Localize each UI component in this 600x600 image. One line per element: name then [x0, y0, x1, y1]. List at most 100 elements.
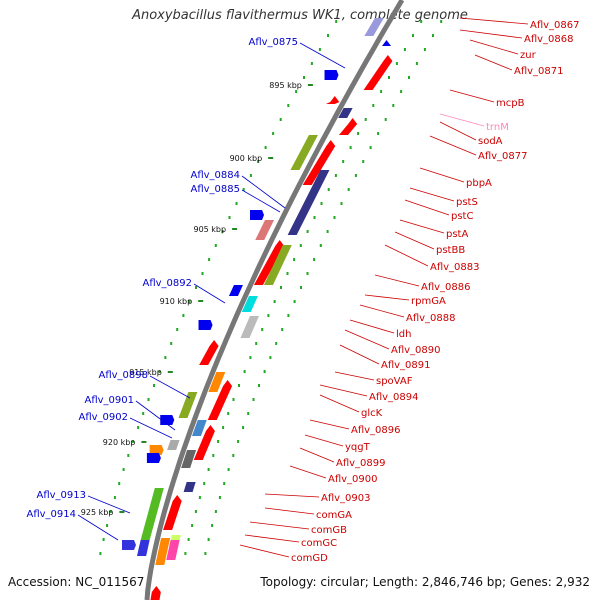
- track-dot: [319, 244, 322, 247]
- marker-feature: [250, 210, 265, 220]
- callout-line: [429, 135, 477, 156]
- track-dot: [380, 90, 383, 93]
- track-dot: [306, 230, 309, 233]
- gene-feature: [167, 440, 180, 450]
- callout-line: [344, 329, 390, 350]
- track-dot: [342, 160, 345, 163]
- gene-label-right: pstS: [456, 197, 478, 208]
- genome-summary-text: Topology: circular; Length: 2,846,746 bp…: [260, 575, 590, 589]
- gene-label-left: Aflv_0914: [26, 509, 76, 520]
- track-dot: [99, 552, 102, 555]
- gene-feature: [228, 285, 243, 296]
- scale-tick-mark: [307, 84, 313, 86]
- gene-feature: [302, 140, 336, 185]
- track-dot: [207, 538, 210, 541]
- callout-line: [384, 244, 429, 267]
- track-dot: [280, 286, 282, 289]
- track-dot: [142, 412, 145, 415]
- gene-feature: [364, 18, 384, 36]
- track-dot: [306, 272, 309, 275]
- track-dot: [238, 384, 240, 387]
- track-dot: [334, 174, 337, 177]
- callout-line: [304, 434, 344, 447]
- track-dot: [269, 356, 272, 359]
- track-dot: [147, 398, 150, 401]
- track-dot: [203, 482, 206, 485]
- track-dot: [232, 398, 235, 401]
- callout-line: [469, 39, 519, 55]
- track-dot: [247, 412, 250, 415]
- gene-feature: [207, 380, 233, 420]
- scale-tick-label: 905 kbp: [193, 225, 226, 234]
- track-dot: [372, 104, 375, 107]
- gene-label-right: pbpA: [466, 178, 492, 189]
- track-dot: [176, 328, 179, 331]
- callout-line: [364, 294, 410, 301]
- scale-tick-label: 910 kbp: [160, 297, 193, 306]
- track-dot: [318, 48, 321, 51]
- gene-feature: [183, 482, 196, 492]
- track-dot: [221, 230, 224, 233]
- callout-line: [449, 89, 495, 103]
- callout-line: [394, 231, 435, 250]
- gene-label-right: sodA: [478, 136, 503, 147]
- track-dot: [293, 300, 296, 303]
- callout-line: [135, 400, 176, 431]
- track-dot: [388, 76, 390, 79]
- track-dot: [218, 496, 221, 499]
- track-dot: [354, 174, 357, 177]
- gene-label-right: pstA: [446, 229, 468, 240]
- scale-tick-mark: [198, 300, 204, 302]
- gene-label-right: pstBB: [436, 245, 465, 256]
- track-dot: [267, 314, 270, 317]
- gene-feature: [191, 420, 207, 436]
- callout-line: [319, 394, 360, 413]
- track-dot: [392, 104, 395, 107]
- gene-feature: [338, 108, 353, 118]
- gene-label-right: mcpB: [496, 98, 525, 109]
- callout-line: [239, 544, 290, 558]
- track-dot: [249, 174, 252, 177]
- gene-label-right: comGB: [311, 525, 347, 536]
- marker-feature: [324, 70, 339, 80]
- callout-line: [249, 521, 310, 530]
- gene-feature: [140, 488, 164, 540]
- track-dot: [204, 552, 207, 555]
- marker-feature: [149, 445, 164, 455]
- track-dot: [272, 132, 275, 135]
- track-dot: [369, 146, 372, 149]
- callout-line: [349, 319, 395, 334]
- gene-feature: [163, 495, 182, 530]
- gene-feature: [338, 118, 358, 135]
- callout-line: [129, 417, 173, 439]
- callout-line: [299, 447, 335, 463]
- track-dot: [313, 258, 316, 261]
- track-dot: [249, 356, 252, 359]
- gene-label-right: Aflv_0877: [478, 151, 528, 162]
- callout-line: [264, 493, 320, 498]
- gene-feature: [150, 586, 161, 600]
- gene-label-left: Aflv_0892: [142, 278, 192, 289]
- track-dot: [362, 160, 365, 163]
- track-dot: [310, 62, 313, 65]
- track-dot: [201, 272, 204, 275]
- callout-line: [309, 419, 350, 430]
- callout-line: [374, 274, 420, 287]
- track-dot: [184, 552, 187, 555]
- track-dot: [340, 202, 343, 205]
- label-callouts: Aflv_0875 Aflv_0884 Aflv_0885 Aflv_0892 Aflv…: [26, 17, 580, 564]
- gene-feature: [325, 96, 340, 104]
- track-dot: [287, 104, 290, 107]
- gene-label-right: spoVAF: [376, 376, 413, 387]
- gene-feature: [290, 135, 318, 170]
- gene-feature: [199, 340, 219, 365]
- track-dot: [440, 20, 443, 23]
- gene-label-right: rpmGA: [411, 296, 446, 307]
- track-dot: [195, 286, 197, 289]
- gene-feature: [178, 392, 198, 418]
- track-dot: [320, 202, 323, 205]
- map-title: Anoxybacillus flavithermus WK1, complete…: [132, 8, 468, 23]
- gene-feature: [255, 220, 275, 240]
- track-dot: [122, 468, 125, 471]
- callout-line: [241, 175, 286, 209]
